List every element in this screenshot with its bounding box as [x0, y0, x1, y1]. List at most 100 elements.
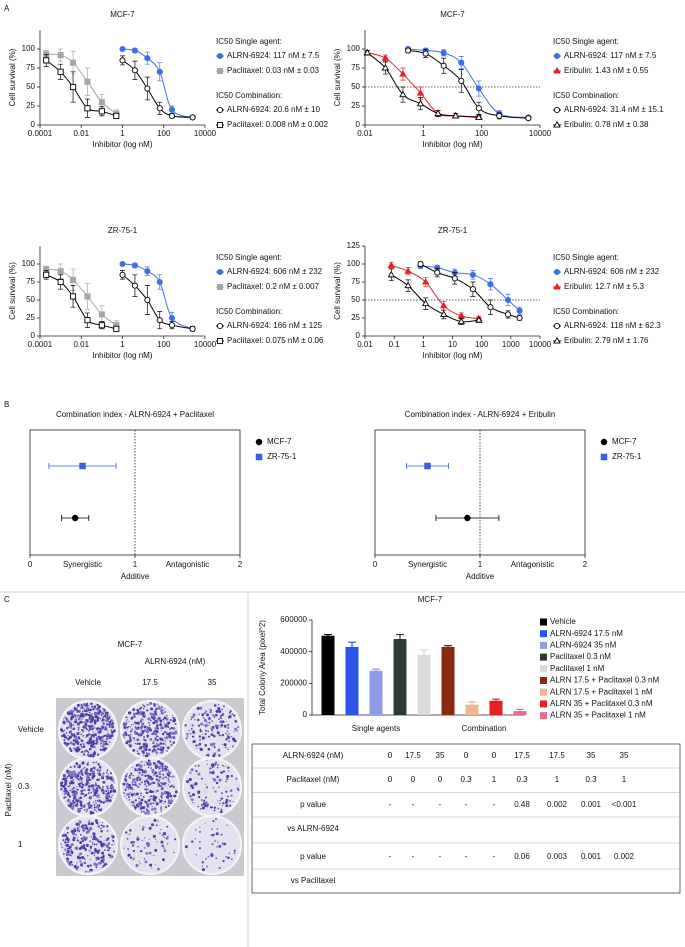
colony — [160, 806, 162, 808]
colony — [159, 746, 163, 749]
colony — [95, 761, 98, 764]
colony — [82, 722, 85, 724]
legend-label: ALRN-6924: 166 nM ± 125 — [227, 321, 323, 330]
table-row-label: p value — [300, 852, 326, 861]
marker — [475, 85, 482, 92]
colony — [217, 800, 219, 802]
colony — [110, 784, 113, 787]
colony — [163, 847, 166, 850]
colony — [130, 841, 134, 844]
legend-label: ALRN-6924: 606 nM ± 232 — [227, 267, 323, 276]
colony — [73, 864, 77, 868]
colony — [192, 740, 196, 744]
x-tick-label: 100 — [475, 129, 489, 138]
colony — [123, 732, 126, 736]
colony — [83, 861, 86, 864]
colony — [87, 829, 91, 833]
colony — [213, 746, 216, 749]
colony — [96, 839, 100, 842]
colony — [95, 736, 98, 739]
colony — [101, 726, 105, 729]
colony — [225, 798, 229, 802]
colony — [88, 747, 92, 751]
marker — [156, 278, 163, 286]
colony — [72, 739, 76, 742]
colony — [94, 864, 96, 866]
colony — [107, 731, 109, 733]
marker — [417, 260, 424, 268]
colony — [149, 723, 151, 725]
colony — [142, 733, 144, 735]
table-cell: 0.002 — [547, 800, 568, 809]
marker — [216, 67, 224, 75]
colony — [135, 792, 139, 796]
x-axis-label: Inhibitor (log nM) — [422, 140, 482, 149]
colony — [219, 717, 222, 720]
marker — [399, 90, 407, 98]
colony — [68, 773, 71, 775]
colony — [148, 851, 152, 855]
colony — [198, 713, 200, 716]
colony — [88, 711, 91, 714]
table-cell: - — [412, 800, 415, 809]
colony — [165, 717, 169, 721]
colony — [145, 746, 148, 750]
colony — [138, 773, 140, 775]
colony — [68, 722, 70, 724]
colony — [167, 779, 170, 781]
colony — [164, 739, 167, 742]
colony — [190, 768, 194, 772]
colony — [96, 716, 100, 720]
colony — [145, 752, 148, 754]
bar — [369, 670, 383, 715]
colony — [145, 744, 149, 748]
colony — [161, 834, 164, 837]
colony — [77, 728, 80, 731]
colony — [213, 762, 217, 766]
column-label: 17.5 — [142, 678, 158, 687]
colony — [82, 735, 85, 737]
colony — [67, 734, 69, 737]
colony — [213, 734, 216, 738]
colony — [205, 729, 207, 732]
table-cell: 35 — [587, 751, 596, 760]
colony — [157, 782, 160, 785]
colony — [157, 706, 161, 710]
legend-title: IC50 Combination: — [216, 307, 282, 316]
colony — [188, 729, 190, 732]
colony — [75, 834, 77, 836]
colony — [103, 790, 105, 793]
legend-title: IC50 Single agent: — [553, 253, 619, 262]
y-tick-label: 0 — [31, 331, 36, 340]
colony — [99, 717, 102, 720]
colony — [126, 729, 128, 731]
legend-label: Vehicle — [550, 617, 576, 626]
colony — [141, 781, 143, 783]
colony — [145, 791, 149, 795]
colony — [204, 796, 207, 799]
y-tick-label: 0 — [356, 120, 361, 129]
colony — [96, 753, 100, 756]
legend-swatch — [540, 700, 547, 708]
colony — [149, 724, 151, 727]
marker — [168, 322, 176, 329]
legend-label: ALRN-6924: 20.6 nM ± 10 — [227, 105, 320, 114]
row-label: Vehicle — [18, 725, 44, 734]
colony — [136, 836, 139, 839]
colony — [67, 841, 70, 844]
colony — [129, 733, 132, 736]
colony — [218, 734, 221, 737]
colony — [106, 797, 109, 800]
colony — [210, 733, 214, 737]
colony — [97, 730, 101, 734]
colony — [93, 791, 97, 795]
colony — [88, 849, 91, 852]
colony — [73, 788, 75, 790]
x-tick-label: 100 — [157, 129, 171, 138]
colony — [162, 832, 167, 836]
colony — [67, 713, 71, 716]
colony — [174, 723, 177, 725]
colony — [83, 857, 86, 859]
colony — [97, 825, 101, 828]
colony — [77, 866, 80, 868]
